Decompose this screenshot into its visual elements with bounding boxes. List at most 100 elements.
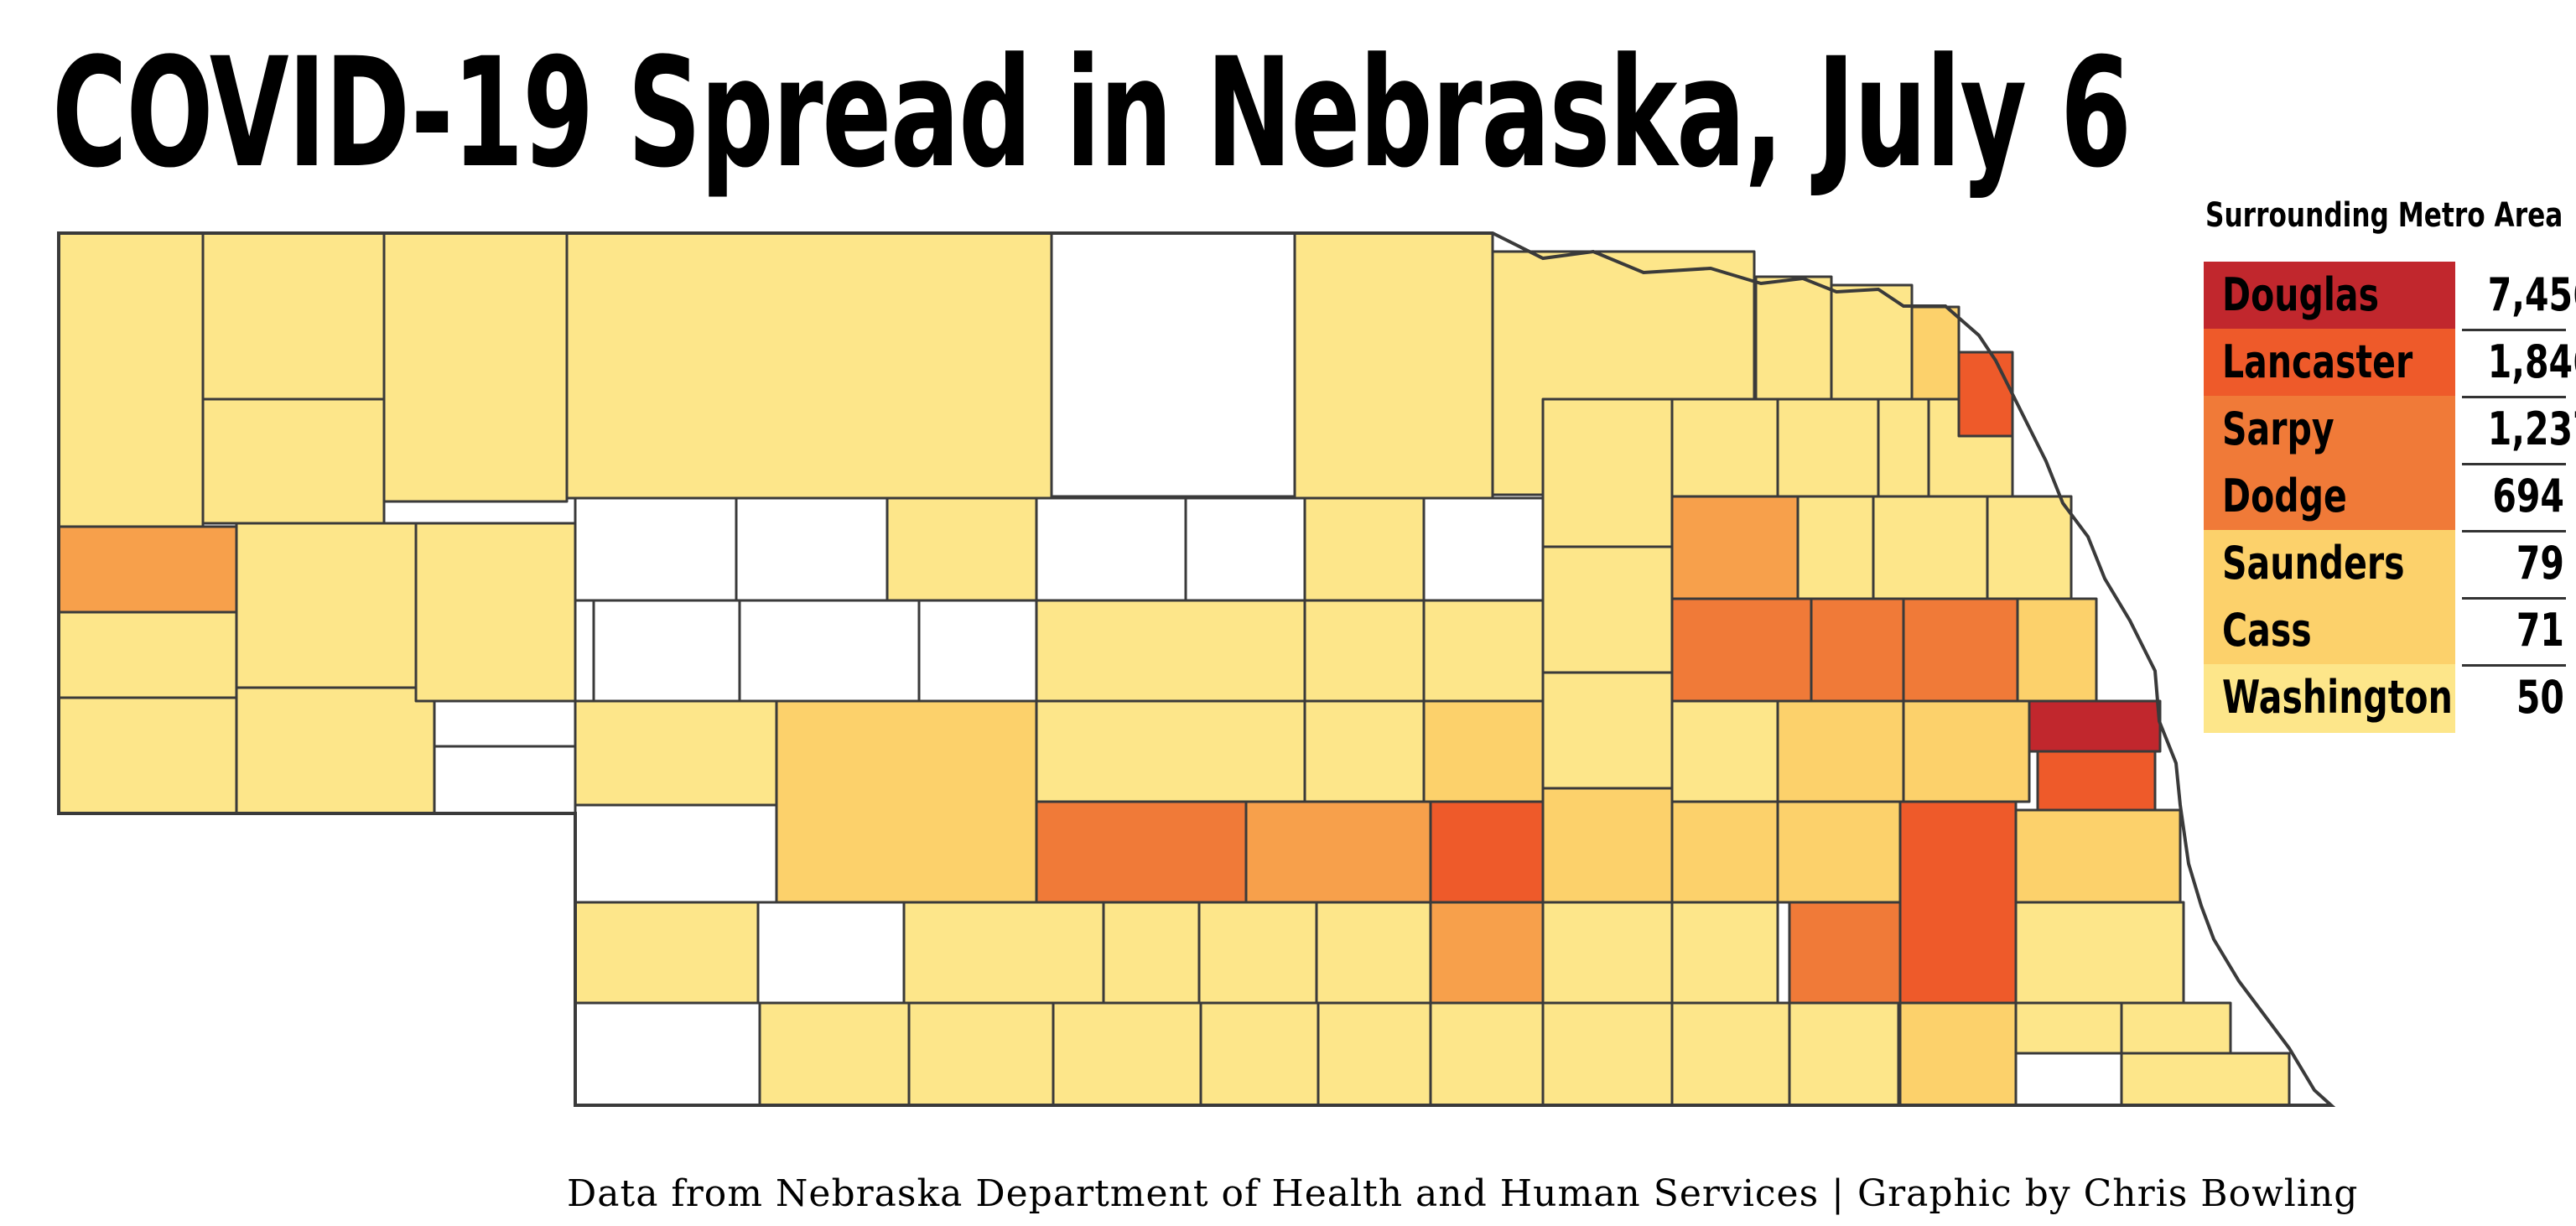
county-70 <box>1788 1001 1900 1107</box>
credit-line: Data from Nebraska Department of Health … <box>567 1172 2359 1215</box>
legend-case-count: 1,237 <box>2487 403 2576 455</box>
county-55 <box>1541 901 1674 1005</box>
county-11 <box>235 522 418 689</box>
county-30 <box>1035 699 1306 803</box>
county-15 <box>574 496 738 602</box>
legend-case-count: 79 <box>2516 537 2564 590</box>
legend-county-name: Lancaster <box>2222 335 2413 388</box>
county-41 <box>1197 901 1318 1005</box>
county-1 <box>201 231 386 401</box>
county-62 <box>1670 901 1779 1005</box>
county-36 <box>1429 800 1545 904</box>
legend-county-name: Dodge <box>2222 470 2347 522</box>
county-49 <box>1317 1001 1432 1107</box>
county-71 <box>1877 397 1930 498</box>
legend-county-name: Cass <box>2222 604 2312 657</box>
county-18 <box>1035 496 1187 602</box>
county-16 <box>735 496 889 602</box>
county-74 <box>1902 699 2031 803</box>
county-54 <box>1541 787 1674 904</box>
county-39 <box>902 901 1105 1005</box>
county-43 <box>1429 901 1545 1005</box>
legend-case-count: 7,456 <box>2487 268 2576 321</box>
county-90 <box>2014 1052 2123 1107</box>
legend-case-count: 1,846 <box>2487 335 2576 388</box>
county-73 <box>1902 597 2019 703</box>
county-23 <box>738 599 921 703</box>
county-50 <box>1429 1001 1545 1107</box>
county-25 <box>1035 599 1306 703</box>
county-81 <box>1957 351 2014 438</box>
legend-divider <box>2462 664 2566 667</box>
county-32 <box>1422 699 1545 803</box>
county-46 <box>907 1001 1055 1107</box>
county-67 <box>1776 699 1905 803</box>
legend-case-count: 71 <box>2516 604 2564 657</box>
county-5 <box>1293 231 1494 500</box>
county-42 <box>1315 901 1432 1005</box>
county-7 <box>201 397 386 525</box>
county-69 <box>1788 901 1902 1005</box>
legend-county-name: Douglas <box>2222 268 2380 321</box>
county-40 <box>1102 901 1201 1005</box>
legend-swatch <box>2204 262 2455 330</box>
county-59 <box>1670 597 1813 703</box>
county-85 <box>2036 750 2157 812</box>
legend-divider <box>2462 396 2566 398</box>
county-29 <box>775 699 1038 904</box>
county-51 <box>1541 397 1674 548</box>
county-91 <box>2120 1052 2291 1107</box>
county-64 <box>1776 397 1880 498</box>
county-3 <box>565 231 1053 500</box>
county-34 <box>1035 800 1248 912</box>
map-title: COVID-19 Spread in Nebraska, July 6 <box>52 26 2132 201</box>
county-82 <box>1986 495 2073 600</box>
county-48 <box>1199 1001 1320 1107</box>
county-24 <box>917 599 1038 703</box>
county-88 <box>2014 1001 2123 1055</box>
county-27 <box>1422 599 1545 703</box>
county-45 <box>758 1001 911 1107</box>
legend-heading: Surrounding Metro Area <box>2205 196 2563 235</box>
county-17 <box>886 496 1038 602</box>
county-4 <box>1050 231 1296 498</box>
county-28 <box>574 699 778 807</box>
county-89 <box>2120 1001 2232 1055</box>
county-20 <box>1303 496 1426 602</box>
county-87 <box>2014 901 2185 1005</box>
county-44 <box>574 1001 761 1107</box>
county-37 <box>574 901 760 1005</box>
legend-swatch <box>2204 396 2455 465</box>
county-22 <box>592 599 741 703</box>
legend-divider <box>2462 463 2566 465</box>
county-19 <box>1184 496 1306 602</box>
legend-swatch <box>2204 329 2455 397</box>
legend-county-name: Washington <box>2222 671 2453 724</box>
county-86 <box>2014 808 2182 904</box>
county-13 <box>414 522 577 703</box>
county-56 <box>1541 1001 1674 1107</box>
legend-swatch <box>2204 597 2455 666</box>
county-60 <box>1670 699 1779 803</box>
county-9 <box>57 610 238 699</box>
legend-swatch <box>2204 664 2455 733</box>
county-58 <box>1670 495 1800 600</box>
county-35 <box>1244 800 1432 912</box>
county-8 <box>57 525 238 614</box>
legend-county-name: Sarpy <box>2222 403 2334 455</box>
state-outline <box>57 231 2336 1107</box>
county-76 <box>1898 1001 2019 1107</box>
county-83 <box>2016 597 2098 703</box>
legend-swatch <box>2204 463 2455 532</box>
county-38 <box>756 901 906 1005</box>
county-26 <box>1303 599 1426 703</box>
county-65 <box>1796 495 1875 600</box>
county-75 <box>1898 800 2018 1005</box>
county-10 <box>57 696 238 815</box>
legend-divider <box>2462 597 2566 600</box>
county-31 <box>1303 699 1426 803</box>
county-33 <box>574 803 778 904</box>
legend-divider <box>2462 329 2566 331</box>
legend-swatch <box>2204 530 2455 599</box>
